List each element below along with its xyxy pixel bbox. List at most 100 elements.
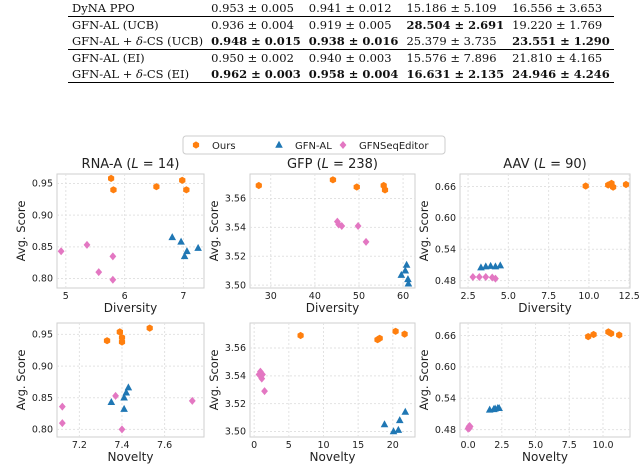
data-point (486, 261, 495, 269)
y-tick-label: 3.54 (225, 223, 246, 234)
x-tick-label: 15 (352, 440, 364, 451)
data-point (329, 176, 337, 184)
table-row: GFN-AL + δ-CS (UCB) 0.948 ± 0.015 0.938 ± … (68, 33, 614, 50)
y-axis-label: Avg. Score (207, 350, 221, 411)
plot-area (56, 173, 205, 289)
y-tick-label: 0.48 (435, 276, 456, 287)
data-point (404, 275, 412, 283)
data-point (395, 416, 404, 424)
plot-area (459, 322, 631, 438)
y-axis-label: Avg. Score (207, 201, 221, 262)
x-tick-label: 0.0 (461, 440, 476, 451)
value-cell: 0.948 ± 0.015 (211, 34, 301, 48)
value-cell: 24.946 ± 4.246 (508, 66, 614, 83)
x-tick-label: 5 (286, 440, 292, 451)
data-point (259, 370, 266, 379)
method-cell: GFN-AL (EI) (68, 49, 208, 66)
y-axis-label: Avg. Score (417, 201, 431, 262)
data-point (496, 261, 505, 269)
panel-title: GFP (L = 238) (287, 157, 378, 172)
data-point (112, 391, 119, 400)
value-cell: 19.220 ± 1.769 (508, 16, 614, 33)
data-point (124, 383, 133, 391)
legend-marker (339, 141, 347, 149)
y-tick-label: 0.95 (32, 330, 53, 341)
data-point (255, 181, 262, 190)
value-cell: 0.919 ± 0.005 (304, 16, 403, 33)
data-point (120, 393, 128, 401)
x-tick-label: 7 (180, 291, 186, 302)
data-point (110, 186, 117, 194)
data-point (297, 331, 304, 340)
x-tick-label: 2.5 (461, 291, 476, 302)
data-point (469, 273, 477, 282)
data-point (608, 329, 615, 338)
data-point (103, 337, 111, 345)
data-point (401, 330, 408, 338)
x-axis-label: Novelty (522, 450, 568, 464)
data-point (402, 260, 411, 268)
data-point (188, 396, 196, 405)
x-tick-label: 2.5 (494, 440, 509, 451)
data-point (194, 243, 202, 251)
value-cell: 0.940 ± 0.003 (304, 49, 403, 66)
data-point (495, 404, 503, 412)
table-row: GFN-AL (UCB) 0.936 ± 0.004 0.919 ± 0.005 28… (68, 16, 614, 33)
value-cell: 0.950 ± 0.002 (207, 49, 305, 66)
data-point (118, 338, 126, 346)
data-point (183, 186, 190, 194)
data-point (353, 183, 360, 191)
x-tick-label: 50 (353, 291, 365, 302)
y-tick-label: 3.52 (225, 399, 246, 410)
y-tick-label: 0.60 (435, 213, 456, 224)
y-axis-label: Avg. Score (14, 350, 28, 411)
data-point (95, 268, 103, 277)
x-tick-label: 10.0 (578, 291, 599, 302)
y-tick-label: 0.90 (32, 210, 53, 221)
plot-area (56, 322, 205, 438)
data-point (582, 182, 589, 190)
data-point (109, 275, 117, 284)
data-point (258, 374, 266, 383)
x-tick-label: 5.0 (501, 291, 516, 302)
plot-area (459, 173, 631, 289)
value-cell: 16.556 ± 3.653 (512, 1, 603, 15)
data-point (122, 388, 131, 396)
x-tick-label: 10 (317, 440, 329, 451)
method-cell: GFN-AL (UCB) (68, 16, 208, 33)
y-tick-label: 0.60 (435, 362, 456, 373)
y-tick-label: 0.66 (435, 182, 456, 193)
y-tick-label: 0.54 (435, 245, 456, 256)
scatter-panel: 5 6 7 0.80 0.85 0.90 0.95 Diversity Avg. Score RN… (14, 157, 205, 315)
legend-label: GFN-AL (295, 141, 332, 152)
value-cell: 25.379 ± 3.735 (406, 34, 497, 48)
data-point (610, 183, 617, 191)
x-tick-label: 7.2 (72, 440, 87, 451)
data-point (362, 237, 370, 246)
data-point (380, 420, 389, 428)
value-cell: 15.576 ± 7.896 (402, 49, 509, 66)
y-tick-label: 0.66 (435, 331, 456, 342)
data-point (401, 266, 410, 274)
x-tick-label: 20 (387, 440, 399, 451)
data-point (585, 333, 592, 341)
data-point (108, 174, 115, 182)
value-cell: 0.941 ± 0.012 (308, 1, 392, 15)
x-axis-label: Diversity (104, 301, 157, 315)
value-cell: 21.810 ± 4.165 (508, 49, 614, 66)
y-tick-label: 0.85 (32, 242, 53, 253)
results-table: DyNA PPO 0.953 ± 0.005 0.941 ± 0.012 15.186… (68, 0, 614, 83)
x-axis-label: Diversity (518, 301, 571, 315)
value-cell: 0.936 ± 0.004 (207, 16, 305, 33)
data-point (381, 186, 389, 194)
scatter-panel: 0 5 10 15 20 3.50 3.52 3.54 3.56 Novelty Avg. Scor… (207, 322, 416, 464)
x-tick-label: 7.4 (114, 440, 129, 451)
data-point (261, 387, 268, 396)
x-tick-label: 60 (397, 291, 409, 302)
data-point (118, 425, 126, 434)
legend: Ours GFN-AL GFNSeqEditor (182, 135, 446, 155)
x-tick-label: 5.0 (528, 440, 543, 451)
data-point (153, 183, 160, 191)
data-point (622, 180, 630, 189)
x-tick-label: 40 (309, 291, 321, 302)
